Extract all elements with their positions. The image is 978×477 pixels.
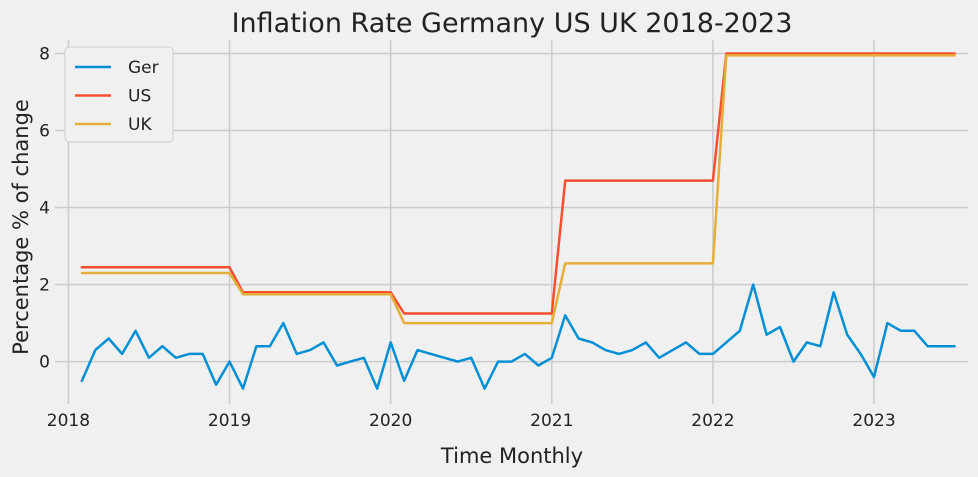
x-tick-label: 2023 — [852, 411, 895, 431]
x-tick-label: 2020 — [369, 411, 412, 431]
legend-box — [64, 46, 174, 143]
y-tick-label: 6 — [39, 122, 50, 142]
tick-labels: 2018 2019 2020 2021 2022 2023 0 2 4 6 8 — [39, 44, 895, 431]
x-axis-label: Time Monthly — [440, 444, 583, 468]
y-axis-label: Percentage % of change — [9, 99, 33, 355]
y-tick-label: 2 — [39, 276, 50, 296]
grid — [55, 40, 968, 404]
series-line-ger — [80, 283, 956, 390]
legend-label: Ger — [128, 58, 159, 78]
y-tick-label: 8 — [39, 44, 50, 64]
chart-title: Inflation Rate Germany US UK 2018-2023 — [232, 8, 793, 39]
series-lines — [80, 52, 956, 390]
legend-label: UK — [128, 115, 152, 135]
series-line-us — [80, 52, 956, 315]
y-tick-label: 4 — [39, 199, 50, 219]
x-tick-label: 2021 — [530, 411, 573, 431]
legend-label: US — [128, 87, 151, 107]
y-tick-label: 0 — [39, 353, 50, 373]
x-tick-label: 2022 — [691, 411, 734, 431]
x-tick-label: 2018 — [47, 411, 90, 431]
x-tick-label: 2019 — [208, 411, 251, 431]
series-line-uk — [80, 54, 956, 325]
legend: Ger US UK — [64, 46, 174, 143]
